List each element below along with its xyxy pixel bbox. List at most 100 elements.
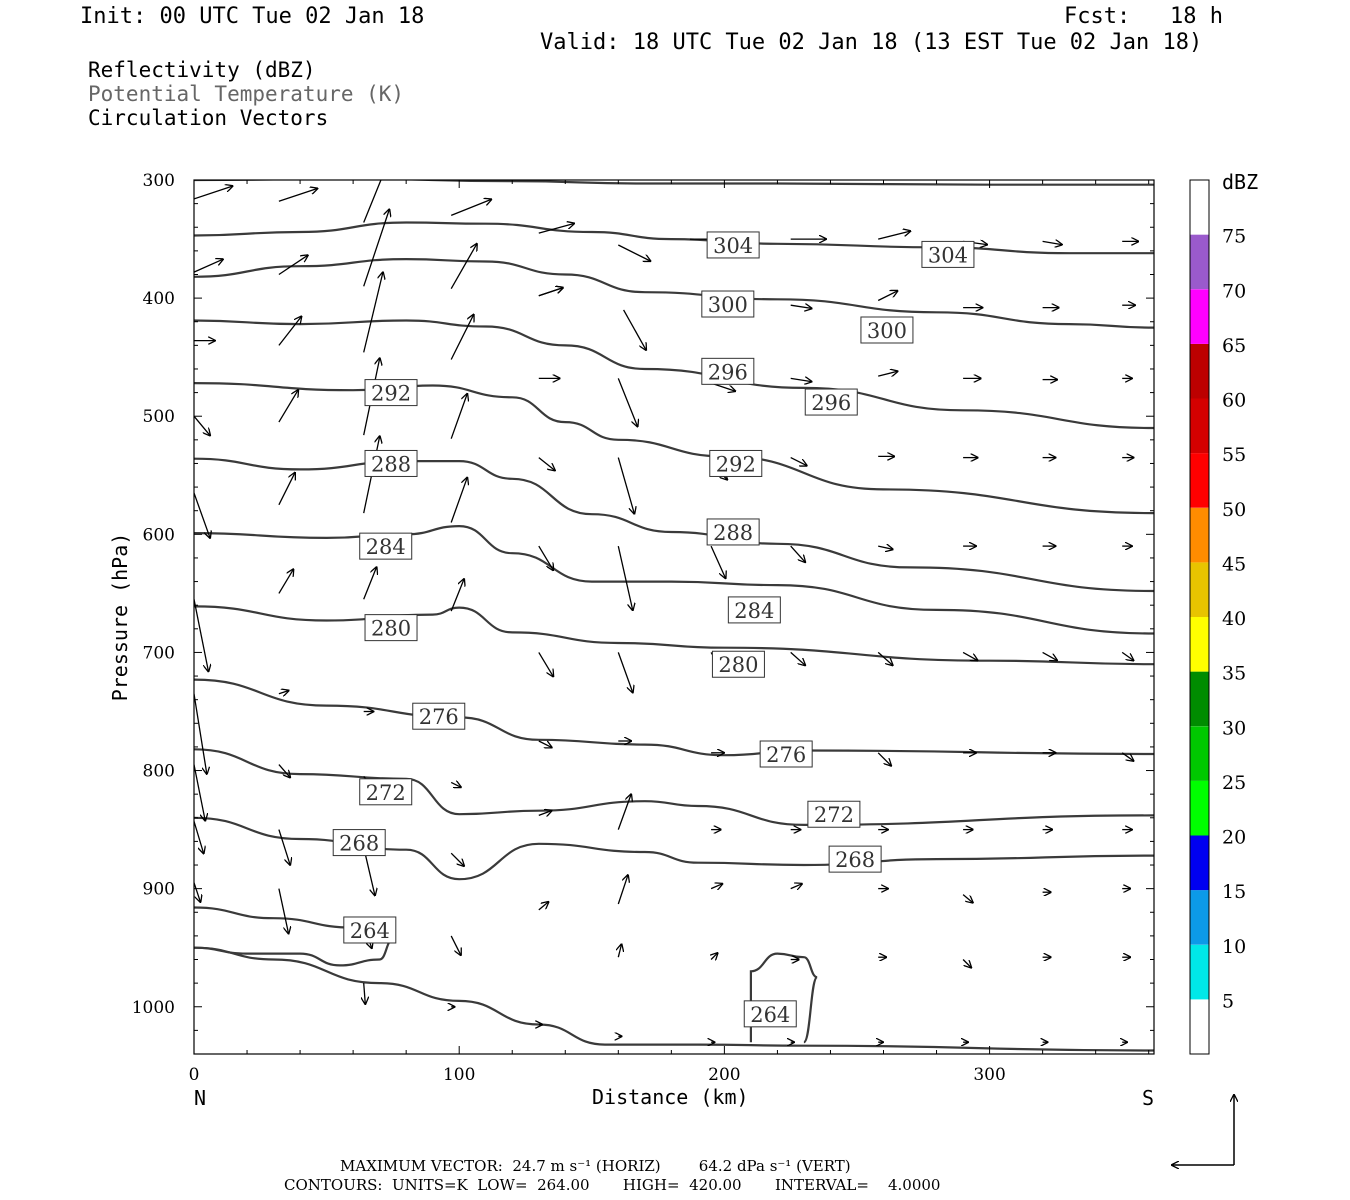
contour-label-text: 304 (928, 243, 968, 267)
contour-label: 268 (332, 829, 386, 857)
contour-label-text: 272 (814, 803, 854, 827)
isentrope-276 (194, 748, 1154, 827)
circulation-vector (278, 390, 298, 423)
contour-label: 284 (359, 532, 413, 560)
circulation-vector (450, 394, 467, 439)
colorbar-swatch (1190, 507, 1209, 563)
max-vector-note: MAXIMUM VECTOR: 24.7 m s⁻¹ (HORIZ) 64.2 … (340, 1157, 851, 1175)
contour-label-text: 296 (708, 360, 748, 384)
contour-label-box (706, 231, 760, 259)
contour-label: 304 (706, 231, 760, 259)
contour-label: 292 (709, 449, 763, 477)
init-time: Init: 00 UTC Tue 02 Jan 18 (80, 4, 425, 29)
colorbar-label: 40 (1222, 608, 1246, 630)
reference-vector-icon (1172, 1095, 1234, 1165)
circulation-vector (364, 983, 366, 1004)
contour-label-text: 280 (718, 653, 758, 677)
circulation-vector (450, 315, 473, 360)
x-tick-label: 200 (708, 1065, 740, 1085)
isentrope-layer (194, 180, 1154, 1052)
isentrope-292 (194, 457, 1154, 593)
contour-label-layer: 304 304 300 300 296 296 292 292 288 288 284 284 280 2… (332, 231, 975, 1028)
circulation-vector (710, 545, 725, 578)
circulation-vector (710, 884, 722, 889)
circulation-vector (194, 693, 207, 774)
valid-time: Valid: 18 UTC Tue 02 Jan 18 (13 EST Tue … (540, 30, 1203, 55)
contour-label: 292 (364, 379, 418, 407)
colorbar-swatch (1190, 562, 1209, 617)
y-tick-label: 800 (143, 762, 175, 782)
contour-label-text: 292 (716, 452, 756, 476)
contour-label: 304 (921, 240, 975, 268)
contour-label-text: 292 (371, 382, 411, 406)
colorbar-swatch (1190, 944, 1209, 1000)
colorbar-swatch (1190, 835, 1209, 891)
circulation-vector (363, 210, 390, 287)
circulation-vector (877, 651, 892, 665)
circulation-vector (617, 545, 632, 610)
colorbar-swatch (1190, 398, 1209, 454)
colorbar-swatch (1190, 671, 1209, 727)
circulation-vector (962, 651, 977, 660)
contour-label-text: 276 (419, 705, 459, 729)
colorbar-swatch (1190, 890, 1209, 945)
contour-label: 284 (727, 596, 781, 624)
circulation-vector (878, 231, 910, 240)
y-axis-label: Pressure (hPa) (108, 532, 132, 702)
contour-label: 276 (759, 740, 813, 768)
circulation-vector (617, 378, 637, 426)
circulation-vector (618, 244, 650, 261)
circulation-vector (877, 291, 897, 302)
contour-label: 296 (804, 388, 858, 416)
colorbar-label: 55 (1222, 444, 1246, 466)
circulation-vector (790, 305, 812, 308)
contour-label-box (743, 1000, 797, 1028)
circulation-vector (363, 567, 377, 600)
x-axis-north-label: N (194, 1086, 207, 1110)
circulation-vector (1121, 651, 1133, 660)
contour-label-text: 304 (713, 234, 753, 258)
contour-label: 264 (743, 1000, 797, 1028)
isentrope-264 (749, 952, 819, 1044)
circulation-vector (538, 740, 552, 747)
contour-label-text: 300 (867, 319, 907, 343)
contour-label: 280 (364, 614, 418, 642)
circulation-vector (278, 569, 293, 594)
contour-label-box (364, 379, 418, 407)
contour-label-box (332, 829, 386, 857)
contour-label-text: 284 (366, 535, 406, 559)
isentrope-268 (194, 906, 394, 967)
forecast-hour: Fcst: 18 h (1064, 4, 1223, 29)
circulation-vector (194, 186, 232, 200)
isentrope-296 (194, 382, 1154, 515)
contour-label-text: 264 (750, 1003, 790, 1027)
colorbar-label: 15 (1222, 881, 1246, 903)
colorbar-swatch (1190, 780, 1209, 836)
circulation-vector (278, 691, 289, 694)
circulation-vector (538, 545, 553, 570)
circulation-vector (194, 492, 210, 538)
legend-reflectivity: Reflectivity (dBZ) (88, 58, 316, 82)
y-tick-label: 300 (143, 171, 175, 191)
y-tick-label: 900 (143, 880, 175, 900)
circulation-vector (278, 189, 317, 202)
colorbar-swatch (1190, 180, 1209, 235)
colorbar-swatch (1190, 999, 1209, 1054)
circulation-vector (278, 829, 290, 865)
plot-frame (193, 179, 1155, 1055)
contour-label-box (828, 845, 882, 873)
circulation-vector (623, 309, 646, 350)
circulation-vector (538, 902, 549, 911)
circulation-vector (194, 259, 223, 273)
circulation-vector (877, 752, 891, 766)
circulation-vector (617, 457, 634, 514)
y-tick-label: 500 (143, 407, 175, 427)
contour-label-text: 264 (350, 919, 390, 943)
contour-label: 276 (412, 702, 466, 730)
y-tick-label: 700 (143, 643, 175, 663)
contour-label-box (804, 388, 858, 416)
x-axis-south-label: S (1142, 1086, 1155, 1110)
circulation-vector (711, 953, 717, 959)
contour-label: 300 (860, 316, 914, 344)
